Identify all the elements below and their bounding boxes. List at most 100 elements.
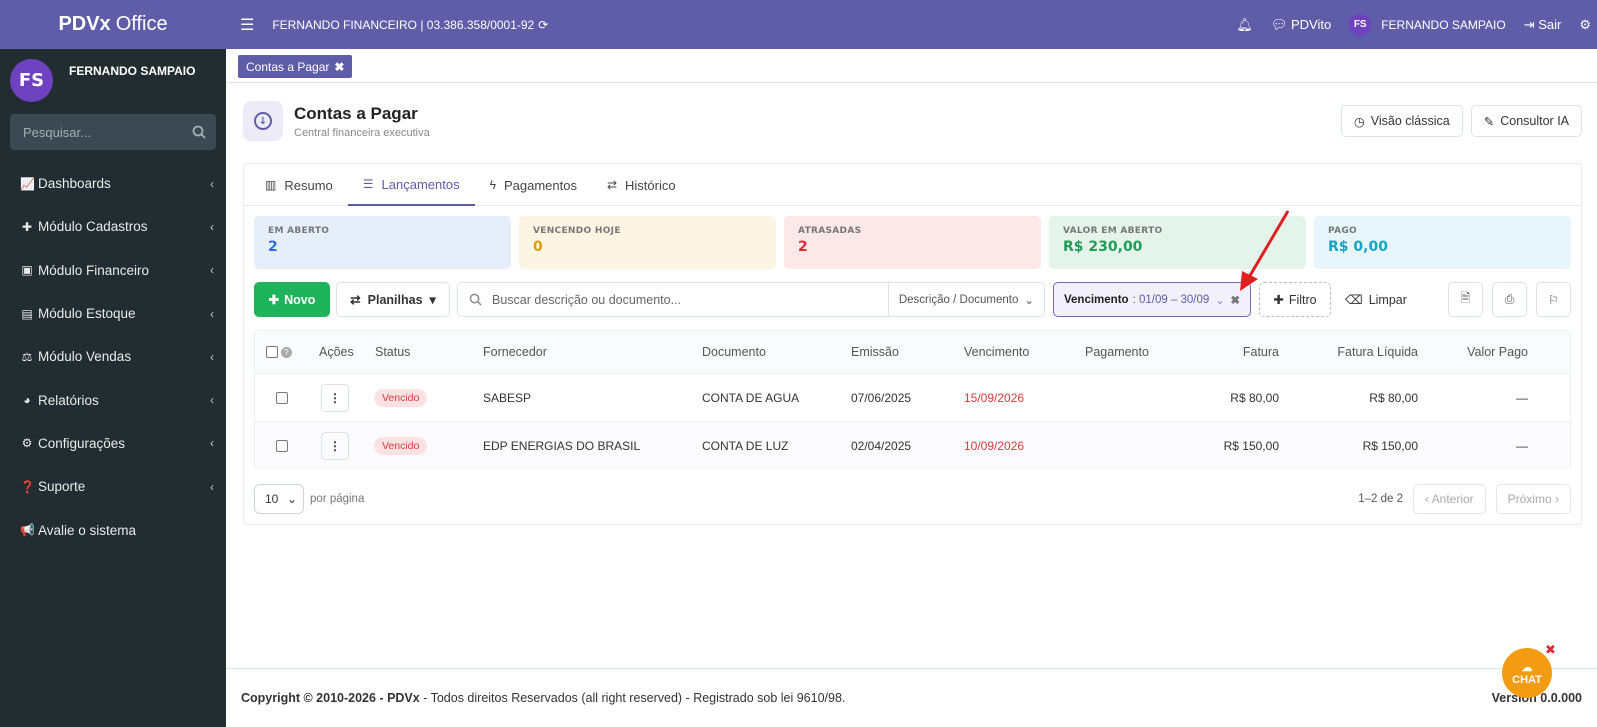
card-pago[interactable]: PAGO R$ 0,00 bbox=[1314, 216, 1571, 269]
sidebar-item-label: Módulo Financeiro bbox=[38, 262, 150, 278]
user-name[interactable]: FERNANDO SAMPAIO bbox=[69, 64, 196, 78]
tab-lancamentos[interactable]: ☰ Lançamentos bbox=[347, 164, 475, 206]
company-selector[interactable]: FERNANDO FINANCEIRO | 03.386.358/0001-92… bbox=[272, 18, 548, 32]
search-icon[interactable] bbox=[192, 125, 206, 139]
close-icon[interactable]: ✖ bbox=[1545, 643, 1556, 658]
fornecedor-cell: EDP ENERGIAS DO BRASIL bbox=[483, 439, 641, 453]
bookmark-button[interactable]: ⚐ bbox=[1536, 282, 1571, 317]
sidebar-item-suporte[interactable]: ❓ Suporte ‹ bbox=[0, 465, 226, 508]
avatar: FS bbox=[1349, 13, 1372, 36]
search-input[interactable] bbox=[492, 292, 888, 307]
accounts-table: ? Ações Status Fornecedor Documento Emis… bbox=[254, 330, 1571, 470]
filter-chip-key: Vencimento bbox=[1064, 293, 1129, 306]
col-fatura[interactable]: Fatura bbox=[1242, 345, 1279, 359]
row-checkbox[interactable] bbox=[276, 440, 288, 452]
chevron-left-icon: ‹ bbox=[210, 306, 214, 321]
table-row[interactable]: ⋮ Vencido SABESP CONTA DE AGUA 07/06/202… bbox=[255, 374, 1570, 422]
sidebar-search-input[interactable] bbox=[23, 124, 183, 140]
magic-wand-icon: ✎ bbox=[1483, 114, 1495, 129]
pager-controls: 1–2 de 2 ‹ Anterior Próximo › bbox=[1358, 484, 1571, 514]
sheets-dropdown[interactable]: ⇄ Planilhas ▾ bbox=[336, 282, 450, 317]
sidebar-item-dashboards[interactable]: 📈 Dashboards ‹ bbox=[0, 162, 226, 205]
sidebar-item-label: Dashboards bbox=[38, 176, 111, 192]
tab-historico[interactable]: ⇄ Histórico bbox=[592, 164, 691, 206]
print-button[interactable]: ⎙ bbox=[1492, 282, 1527, 317]
chat-button[interactable]: ☁ CHAT bbox=[1502, 648, 1552, 698]
sidebar-item-estoque[interactable]: ▤ Módulo Estoque ‹ bbox=[0, 292, 226, 335]
sidebar-item-relatorios[interactable]: ◕ Relatórios ‹ bbox=[0, 378, 226, 421]
clear-button[interactable]: ⌫ Limpar bbox=[1345, 292, 1407, 308]
sidebar-item-financeiro[interactable]: ▣ Módulo Financeiro ‹ bbox=[0, 249, 226, 292]
sidebar-item-avalie[interactable]: 📢 Avalie o sistema bbox=[0, 508, 226, 551]
col-documento[interactable]: Documento bbox=[702, 345, 766, 359]
brand-bold: PDVx bbox=[58, 13, 111, 35]
ai-consultant-button[interactable]: ✎ Consultor IA bbox=[1470, 105, 1582, 137]
menu-toggle-icon[interactable]: ☰ bbox=[240, 16, 255, 34]
sidebar-item-cadastros[interactable]: ✚ Módulo Cadastros ‹ bbox=[0, 205, 226, 248]
col-pagamento[interactable]: Pagamento bbox=[1085, 345, 1149, 359]
prev-page-button[interactable]: ‹ Anterior bbox=[1412, 484, 1486, 514]
table-row[interactable]: ⋮ Vencido EDP ENERGIAS DO BRASIL CONTA D… bbox=[255, 422, 1570, 470]
col-valor-pago[interactable]: Valor Pago bbox=[1467, 345, 1528, 359]
excel-export-button[interactable]: 🗎 bbox=[1448, 282, 1483, 317]
page-header: ↓ Contas a Pagar Central financeira exec… bbox=[243, 101, 430, 141]
user-menu-name: FERNANDO SAMPAIO bbox=[1381, 17, 1506, 32]
card-value: 2 bbox=[268, 239, 278, 255]
tab-resumo[interactable]: ▥ Resumo bbox=[250, 164, 348, 206]
select-all: ? bbox=[266, 331, 292, 373]
card-atrasadas[interactable]: ATRASADAS 2 bbox=[784, 216, 1041, 269]
documento-cell: CONTA DE LUZ bbox=[702, 439, 789, 453]
card-label: ATRASADAS bbox=[798, 226, 862, 236]
col-fatura-liquida[interactable]: Fatura Líquida bbox=[1337, 345, 1418, 359]
main-content: ↓ Contas a Pagar Central financeira exec… bbox=[226, 83, 1597, 668]
avatar[interactable]: FS bbox=[10, 59, 53, 102]
add-filter-button[interactable]: ✚ Filtro bbox=[1259, 282, 1331, 317]
brand-logo[interactable]: PDVx Office bbox=[0, 0, 226, 49]
open-tab-contas-pagar[interactable]: Contas a Pagar ✖ bbox=[238, 55, 353, 78]
close-icon[interactable]: ✖ bbox=[334, 59, 345, 74]
select-all-checkbox[interactable] bbox=[266, 346, 278, 358]
comments-icon: 💬︎ bbox=[1270, 16, 1288, 32]
more-vertical-icon[interactable]: ⋮ bbox=[321, 383, 349, 412]
question-circle-icon[interactable]: ? bbox=[281, 346, 292, 358]
search-field-select[interactable]: Descrição / Documento ⌄ bbox=[887, 283, 1044, 316]
per-page-value: 10 bbox=[265, 492, 279, 506]
col-emissao[interactable]: Emissão bbox=[851, 345, 899, 359]
filter-chip-vencimento[interactable]: Vencimento : 01/09 – 30/09 ⌄ ✖ bbox=[1053, 282, 1251, 317]
pagination: 10 ⌄ por página 1–2 de 2 ‹ Anterior Próxi… bbox=[254, 484, 1571, 514]
card-value: 0 bbox=[533, 239, 543, 255]
card-vencendo-hoje[interactable]: VENCENDO HOJE 0 bbox=[519, 216, 776, 269]
tab-label: Lançamentos bbox=[381, 176, 460, 192]
chevron-left-icon: ‹ bbox=[210, 436, 214, 451]
card-valor-em-aberto[interactable]: VALOR EM ABERTO R$ 230,00 bbox=[1049, 216, 1306, 269]
plus-icon: ✚ bbox=[21, 219, 33, 234]
area-chart-icon: 📈 bbox=[20, 176, 35, 191]
card-label: VENCENDO HOJE bbox=[533, 226, 621, 236]
logout-button[interactable]: ⇥ Sair bbox=[1524, 17, 1562, 33]
col-vencimento[interactable]: Vencimento bbox=[964, 345, 1030, 359]
sidebar-item-vendas[interactable]: ⚖ Módulo Vendas ‹ bbox=[0, 335, 226, 378]
more-vertical-icon[interactable]: ⋮ bbox=[321, 432, 349, 460]
status-badge: Vencido bbox=[374, 388, 428, 407]
bell-icon[interactable]: 🔔︎ bbox=[1236, 16, 1253, 32]
per-page-select[interactable]: 10 ⌄ bbox=[254, 484, 304, 514]
card-em-aberto[interactable]: EM ABERTO 2 bbox=[254, 216, 511, 269]
chevron-down-icon[interactable]: ⌄ bbox=[1215, 294, 1225, 307]
next-page-button[interactable]: Próximo › bbox=[1495, 484, 1571, 514]
exchange-icon: ⇄ bbox=[606, 178, 618, 192]
sidebar-item-configuracoes[interactable]: ⚙ Configurações ‹ bbox=[0, 422, 226, 465]
col-fornecedor[interactable]: Fornecedor bbox=[483, 345, 547, 359]
assistant-link[interactable]: 💬︎ PDVito bbox=[1271, 17, 1331, 33]
summary-cards: EM ABERTO 2 VENCENDO HOJE 0 ATRASADAS 2 VAL… bbox=[244, 206, 1581, 269]
fatura-cell: R$ 80,00 bbox=[1230, 390, 1279, 405]
card-value: 2 bbox=[798, 239, 808, 255]
user-menu[interactable]: FS FERNANDO SAMPAIO bbox=[1349, 13, 1506, 36]
refresh-icon[interactable]: ⟳ bbox=[538, 17, 549, 32]
row-checkbox[interactable] bbox=[276, 391, 288, 404]
col-status[interactable]: Status bbox=[375, 345, 411, 359]
close-icon[interactable]: ✖ bbox=[1230, 294, 1240, 307]
new-button[interactable]: ✚ Novo bbox=[254, 282, 330, 317]
gear-icon[interactable]: ⚙ bbox=[1579, 16, 1591, 32]
tab-pagamentos[interactable]: ϟ Pagamentos bbox=[475, 164, 592, 206]
classic-view-button[interactable]: ◷ Visão clássica bbox=[1340, 105, 1463, 137]
